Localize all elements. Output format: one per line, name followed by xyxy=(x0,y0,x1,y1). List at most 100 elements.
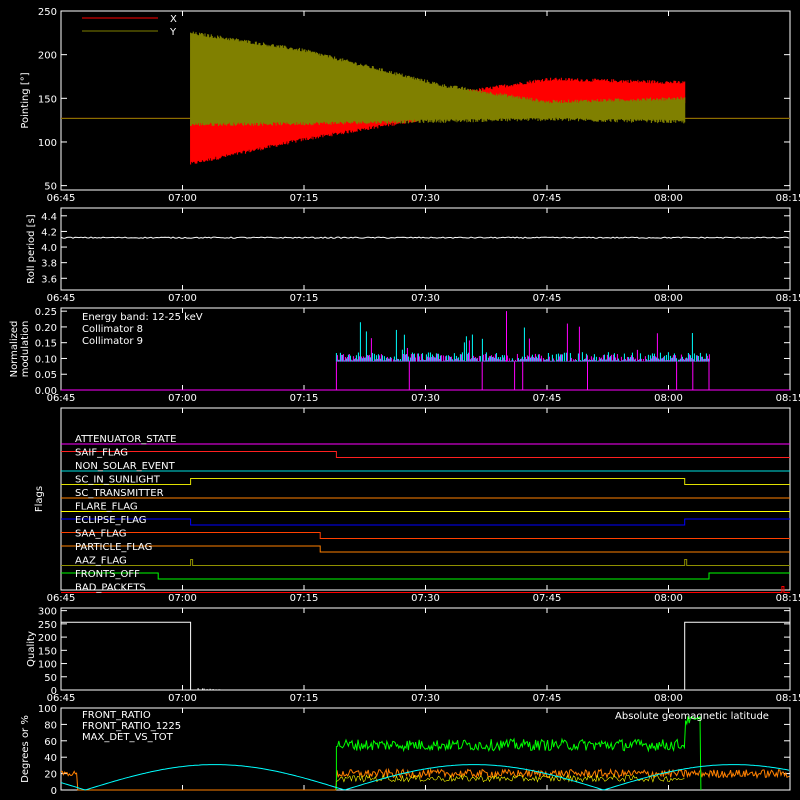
series-max-det-vs-tot xyxy=(60,767,790,791)
x-tick-label: 07:45 xyxy=(533,593,562,604)
series-Y-oscillation xyxy=(190,31,686,126)
y-tick-label: 0.25 xyxy=(35,307,57,318)
y-axis-label: Flags xyxy=(34,486,45,512)
legend-label: Energy band: 12-25 keV xyxy=(82,312,203,323)
flag-label-flare_flag: FLARE_FLAG xyxy=(75,502,138,513)
x-tick-label: 07:30 xyxy=(411,593,440,604)
y-tick-label: 50 xyxy=(44,673,57,684)
x-tick-label: 06:45 xyxy=(47,293,76,304)
y-tick-label: 3.8 xyxy=(41,259,57,270)
y-tick-label: 200 xyxy=(38,51,57,62)
y-axis-label: modulation xyxy=(20,321,31,378)
flag-line-particle_flag xyxy=(61,545,790,553)
x-tick-label: 07:00 xyxy=(168,193,197,204)
flag-line-sc_in_sunlight xyxy=(61,478,790,485)
y-tick-label: 0.10 xyxy=(35,354,57,365)
legend-label: Collimator 9 xyxy=(82,336,143,347)
y-tick-label: 0.20 xyxy=(35,323,57,334)
y-tick-label: 4.4 xyxy=(41,212,57,223)
y-tick-label: 4.2 xyxy=(41,227,57,238)
y-tick-label: 250 xyxy=(38,7,57,18)
legend-label: FRONT_RATIO xyxy=(82,710,151,721)
x-tick-label: 07:15 xyxy=(290,693,319,704)
flag-line-eclipse_flag xyxy=(61,518,790,526)
flag-label-attenuator_state: ATTENUATOR_STATE xyxy=(75,434,176,445)
x-tick-label: 08:15 xyxy=(776,693,800,704)
x-tick-label: 07:00 xyxy=(168,293,197,304)
x-tick-label: 07:15 xyxy=(290,593,319,604)
legend-label-X: X xyxy=(170,14,177,25)
y-tick-label: 40 xyxy=(44,753,57,764)
flag-label-saif_flag: SAIF_FLAG xyxy=(75,448,128,459)
y-tick-label: 150 xyxy=(38,646,57,657)
x-tick-label: 08:15 xyxy=(776,393,800,404)
legend-label-Y: Y xyxy=(169,27,177,38)
annotation-geomagnetic-latitude: Absolute geomagnetic latitude xyxy=(615,711,769,722)
y-tick-label: 100 xyxy=(38,660,57,671)
x-tick-label: 07:15 xyxy=(290,193,319,204)
x-tick-label: 08:00 xyxy=(654,293,683,304)
x-tick-label: 07:45 xyxy=(533,693,562,704)
x-tick-label: 07:15 xyxy=(290,293,319,304)
y-tick-label: 0.15 xyxy=(35,339,57,350)
legend-label: FRONT_RATIO_1225 xyxy=(82,721,181,732)
y-axis-label: Roll period [s] xyxy=(26,214,37,283)
flag-label-saa_flag: SAA_FLAG xyxy=(75,529,126,540)
flag-label-non_solar_event: NON_SOLAR_EVENT xyxy=(75,461,176,472)
x-tick-label: 08:00 xyxy=(654,693,683,704)
flag-label-bad_packets: BAD_PACKETS xyxy=(75,583,146,594)
y-tick-label: 100 xyxy=(38,138,57,149)
x-tick-label: 07:15 xyxy=(290,393,319,404)
panel-frame-quality xyxy=(60,607,791,691)
flag-line-aaz_flag xyxy=(61,559,790,566)
y-tick-label: 300 xyxy=(38,607,57,618)
flag-label-aaz_flag: AAZ_FLAG xyxy=(75,556,127,567)
flag-label-sc_transmitter: SC_TRANSMITTER xyxy=(75,488,164,499)
x-tick-label: 06:45 xyxy=(47,393,76,404)
y-axis-label: Pointing [°] xyxy=(20,72,31,128)
y-tick-label: 50 xyxy=(44,182,57,193)
y-axis-label: Degrees or % xyxy=(20,715,31,783)
x-tick-label: 07:45 xyxy=(533,393,562,404)
flag-line-bad_packets xyxy=(61,586,790,593)
y-axis-label: Normalized xyxy=(9,321,20,378)
y-tick-label: 250 xyxy=(38,620,57,631)
roll-period-line xyxy=(60,236,790,239)
y-tick-label: 60 xyxy=(44,737,57,748)
flag-label-sc_in_sunlight: SC_IN_SUNLIGHT xyxy=(75,475,161,486)
x-tick-label: 06:45 xyxy=(47,193,76,204)
y-tick-label: 80 xyxy=(44,720,57,731)
series-front-ratio-1225 xyxy=(335,716,702,791)
series-geomagnetic-latitude xyxy=(60,764,790,791)
series-front-ratio xyxy=(336,774,685,783)
y-tick-label: 200 xyxy=(38,633,57,644)
y-tick-label: 20 xyxy=(44,770,57,781)
quality-line xyxy=(61,621,790,691)
y-tick-label: 0.00 xyxy=(35,386,57,397)
x-tick-label: 08:00 xyxy=(654,593,683,604)
x-tick-label: 08:15 xyxy=(776,293,800,304)
y-axis-label: Quality xyxy=(26,631,37,667)
legend-label: Collimator 8 xyxy=(82,324,143,335)
flag-label-particle_flag: PARTICLE_FLAG xyxy=(75,542,152,553)
x-tick-label: 07:30 xyxy=(411,293,440,304)
x-tick-label: 08:15 xyxy=(776,593,800,604)
x-tick-label: 07:30 xyxy=(411,693,440,704)
x-tick-label: 07:00 xyxy=(168,393,197,404)
y-tick-label: 0 xyxy=(51,786,57,797)
x-tick-label: 06:45 xyxy=(47,693,76,704)
y-tick-label: 150 xyxy=(38,94,57,105)
panel-frame-roll-period xyxy=(60,207,791,291)
x-tick-label: 07:45 xyxy=(533,293,562,304)
flag-line-saa_flag xyxy=(61,532,790,539)
x-tick-label: 08:00 xyxy=(654,193,683,204)
y-tick-label: 100 xyxy=(38,704,57,715)
legend-label: MAX_DET_VS_TOT xyxy=(82,732,174,743)
x-tick-label: 08:15 xyxy=(776,193,800,204)
flag-line-saif_flag xyxy=(61,451,790,458)
flag-line-fronts_off xyxy=(61,572,790,580)
x-tick-label: 07:00 xyxy=(168,693,197,704)
y-tick-label: 3.6 xyxy=(41,274,57,285)
y-tick-label: 4.0 xyxy=(41,243,57,254)
x-tick-label: 07:30 xyxy=(411,393,440,404)
